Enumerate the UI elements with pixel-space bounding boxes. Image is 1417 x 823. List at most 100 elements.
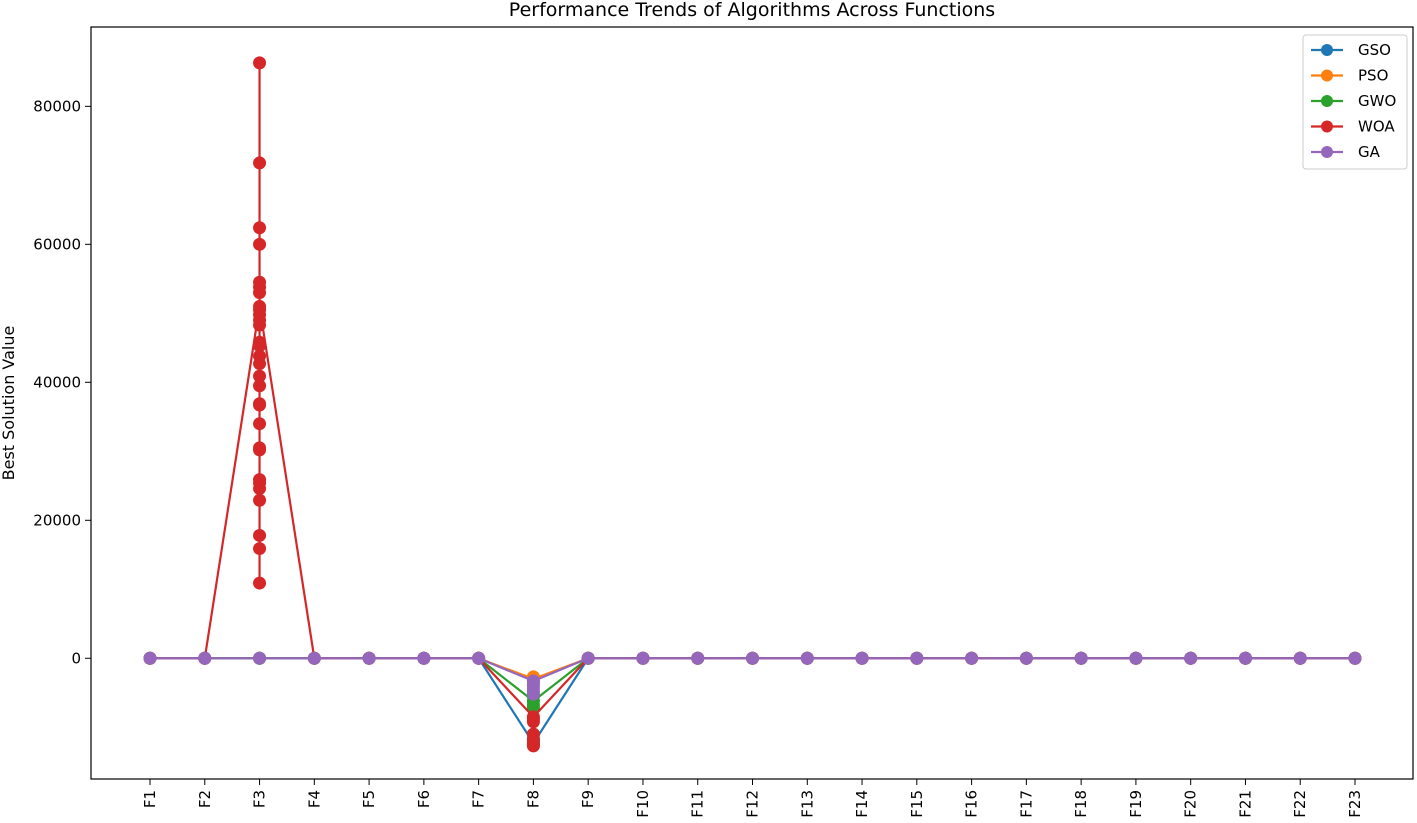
data-point (253, 417, 267, 431)
x-tick-label: F21 (1236, 790, 1254, 818)
x-tick-label: F18 (1072, 790, 1090, 818)
y-tick-label: 40000 (33, 373, 81, 391)
data-point (253, 398, 267, 412)
legend-marker (1321, 146, 1333, 158)
x-tick-label: F13 (798, 790, 816, 818)
x-tick-label: F5 (360, 790, 378, 808)
x-tick-label: F2 (196, 790, 214, 808)
legend-label: GSO (1358, 41, 1391, 59)
data-point (253, 221, 267, 235)
legend-item-pso: PSO (1311, 67, 1388, 85)
data-point (691, 651, 705, 665)
data-point (526, 687, 540, 701)
legend-marker (1321, 44, 1333, 56)
series-layer (143, 56, 1362, 753)
legend-label: WOA (1358, 118, 1395, 136)
chart-title: Performance Trends of Algorithms Across … (509, 0, 995, 21)
y-tick-label: 20000 (33, 511, 81, 529)
x-axis: F1 F2 F3 F4 F5 F6 F7 F8 F9 F10 F11 F12 F13 F14 F15 F16 F… (141, 779, 1364, 818)
x-tick-label: F9 (579, 790, 597, 808)
x-tick-label: F20 (1182, 790, 1200, 818)
legend-label: GA (1358, 143, 1381, 161)
data-point (636, 651, 650, 665)
data-point (253, 482, 267, 496)
plot-frame (90, 26, 1414, 780)
data-point (307, 651, 321, 665)
x-tick-label: F23 (1346, 790, 1364, 818)
data-point (965, 651, 979, 665)
x-tick-label: F8 (524, 790, 542, 808)
data-point (526, 739, 540, 753)
data-point (1129, 651, 1143, 665)
data-point (253, 493, 267, 507)
x-tick-label: F11 (689, 790, 707, 818)
series-ga (143, 651, 1362, 701)
series-gso (143, 651, 1362, 752)
data-point (253, 357, 267, 371)
data-point (1348, 651, 1362, 665)
data-point (1019, 651, 1033, 665)
x-tick-label: F17 (1017, 790, 1035, 818)
x-tick-label: F16 (963, 790, 981, 818)
data-point (253, 156, 267, 170)
data-point (253, 542, 267, 556)
y-tick-label: 60000 (33, 235, 81, 253)
legend-label: PSO (1358, 67, 1388, 85)
x-tick-label: F1 (141, 790, 159, 808)
data-point (253, 286, 267, 300)
data-point (253, 237, 267, 251)
data-point (253, 443, 267, 457)
data-point (1238, 651, 1252, 665)
y-tick-label: 80000 (33, 97, 81, 115)
legend-item-woa: WOA (1311, 118, 1395, 136)
series-woa (143, 56, 1362, 753)
data-point (746, 651, 759, 665)
legend-label: GWO (1358, 92, 1396, 110)
data-point (526, 715, 540, 729)
legend-item-gso: GSO (1311, 41, 1391, 59)
legend-box (1302, 34, 1408, 170)
data-point (1184, 651, 1198, 665)
data-point (417, 651, 431, 665)
x-tick-label: F4 (305, 790, 323, 808)
x-tick-label: F10 (634, 790, 652, 818)
x-tick-label: F15 (908, 790, 926, 818)
data-point (362, 651, 376, 665)
data-point (143, 651, 157, 665)
data-point (526, 701, 540, 715)
y-tick-label: 0 (71, 649, 81, 667)
x-tick-label: F6 (415, 790, 433, 808)
legend-item-gwo: GWO (1311, 92, 1396, 110)
data-point (1074, 651, 1088, 665)
data-point (253, 379, 267, 393)
data-point (253, 576, 267, 590)
x-tick-label: F12 (744, 790, 762, 818)
data-point (253, 56, 267, 70)
data-point (198, 651, 212, 665)
data-point (1293, 651, 1307, 665)
data-point (472, 651, 486, 665)
data-point (253, 318, 267, 332)
data-point (253, 369, 267, 383)
data-point (581, 651, 595, 665)
x-tick-label: F7 (470, 790, 488, 808)
x-tick-label: F14 (853, 790, 871, 818)
data-point (910, 651, 924, 665)
legend: GSO PSO GWO WOA GA (1302, 34, 1408, 170)
y-axis-label: Best Solution Value (0, 326, 18, 481)
data-point (253, 528, 267, 542)
x-tick-label: F22 (1291, 790, 1309, 818)
series-line (150, 657, 1355, 745)
legend-marker (1321, 95, 1333, 107)
data-point (253, 651, 267, 665)
x-tick-label: F3 (251, 790, 269, 808)
x-tick-label: F19 (1127, 790, 1145, 818)
data-point (253, 339, 267, 353)
legend-marker (1321, 69, 1333, 82)
data-point (855, 651, 869, 665)
y-axis: 0 20000 40000 60000 80000 (33, 97, 91, 667)
data-point (800, 651, 814, 665)
legend-marker (1321, 120, 1333, 133)
